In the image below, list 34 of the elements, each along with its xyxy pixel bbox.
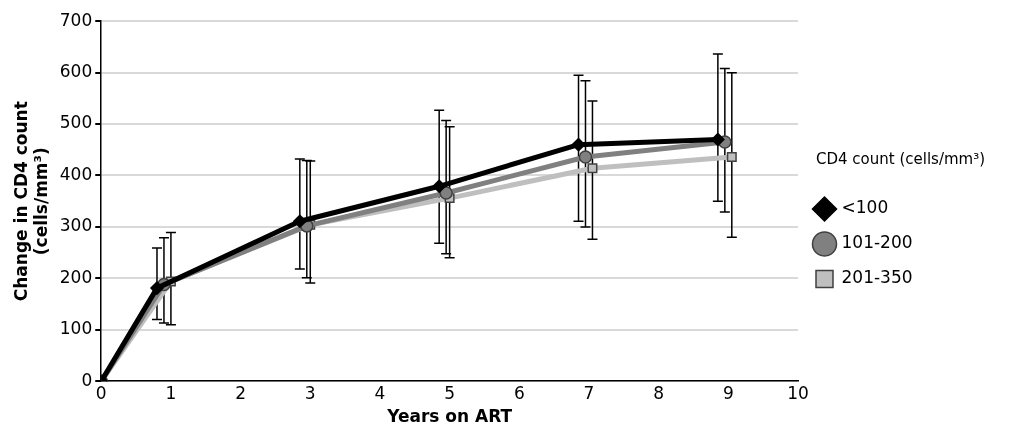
y-tick-label: 500	[59, 112, 93, 133]
y-tick-label: 0	[81, 369, 93, 390]
x-tick-label: 1	[165, 382, 177, 403]
x-tick-label: 6	[513, 382, 525, 403]
legend-label: 201-350	[841, 267, 913, 288]
point	[571, 137, 586, 152]
y-tick-label: 400	[59, 163, 93, 184]
y-tick-label: 100	[59, 318, 93, 339]
point	[439, 186, 453, 200]
legend-label: 101-200	[841, 232, 913, 253]
x-tick-label: 10	[787, 382, 809, 403]
x-tick-label: 4	[374, 382, 386, 403]
x-tick-label: 9	[722, 382, 734, 403]
x-tick-label: 5	[444, 382, 456, 403]
y-axis-title: Change in CD4 count (cells/mm³)	[10, 101, 52, 302]
point	[587, 163, 598, 174]
legend-title: CD4 count (cells/mm³)	[815, 149, 986, 168]
point	[432, 179, 446, 194]
point	[726, 151, 737, 162]
x-tick-label: 0	[95, 382, 107, 403]
y-tick-label: 200	[59, 266, 93, 287]
x-tick-label: 7	[583, 382, 595, 403]
legend-label: <100	[841, 197, 889, 218]
x-tick-label: 8	[653, 382, 665, 403]
point	[150, 281, 164, 295]
y-tick-label: 600	[59, 61, 93, 82]
point	[293, 214, 307, 229]
point	[578, 150, 593, 164]
x-axis-title: Years on ART	[386, 406, 513, 427]
x-tick-label: 3	[304, 382, 316, 403]
y-tick-label: 300	[59, 215, 93, 236]
y-tick-label: 700	[59, 9, 93, 30]
x-tick-label: 2	[235, 382, 247, 403]
point	[711, 132, 725, 147]
